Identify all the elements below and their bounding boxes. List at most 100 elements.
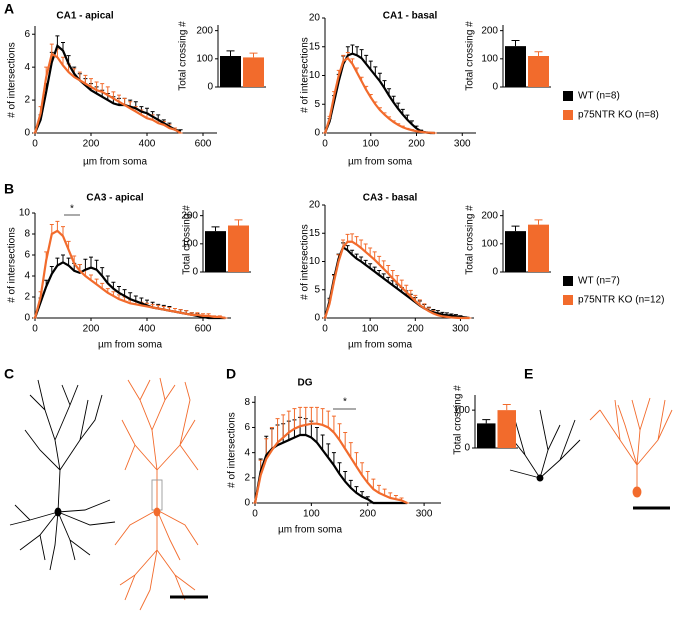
error-bar — [359, 49, 364, 59]
y-tick-label: 0 — [314, 313, 320, 324]
y-tick-label: 0 — [244, 498, 250, 509]
error-bar — [355, 46, 360, 56]
y-axis-label: Total crossing # — [465, 205, 476, 275]
legend-label: p75NTR KO (n=12) — [578, 295, 664, 306]
chart-title: CA3 - apical — [86, 193, 143, 204]
error-bar — [303, 406, 308, 425]
error-bar — [105, 86, 110, 96]
y-tick-label: 8 — [24, 229, 30, 240]
error-bar — [49, 224, 54, 234]
chart-title: CA3 - basal — [363, 193, 418, 204]
y-axis-label: # of intersections — [7, 42, 18, 118]
legend-label: p75NTR KO (n=8) — [578, 110, 659, 121]
y-axis-label: Total crossing # — [453, 385, 464, 455]
bar — [528, 56, 549, 87]
error-bar — [89, 256, 93, 268]
error-bar — [226, 50, 235, 56]
error-bar — [320, 434, 325, 451]
legend-label: WT (n=7) — [578, 276, 620, 287]
error-bar — [365, 471, 370, 483]
bar — [505, 46, 526, 87]
bar — [497, 410, 516, 448]
error-bar — [331, 415, 336, 433]
error-bar — [55, 220, 60, 231]
bar — [477, 423, 496, 448]
y-tick-label: 2 — [24, 292, 30, 303]
error-bar — [83, 74, 88, 84]
y-axis-label: # of intersections — [7, 227, 18, 303]
y-axis-label: Total crossing # — [465, 21, 476, 91]
series-line — [33, 52, 182, 134]
x-axis-label: µm from soma — [98, 340, 163, 351]
error-bar — [234, 219, 243, 226]
error-bar — [275, 418, 280, 443]
error-bar — [482, 419, 491, 424]
error-bar — [354, 452, 359, 467]
x-tick-label: 0 — [322, 139, 328, 150]
x-tick-label: 300 — [452, 324, 469, 335]
y-axis-label: # of intersections — [300, 37, 311, 113]
error-bar — [326, 410, 331, 428]
x-axis-label: µm from soma — [83, 157, 148, 168]
x-tick-label: 0 — [322, 324, 328, 335]
y-tick-label: 10 — [19, 208, 31, 219]
error-bar — [281, 414, 286, 438]
x-tick-label: 0 — [32, 139, 38, 150]
neuron-ko — [114, 377, 199, 611]
x-tick-label: 400 — [139, 324, 156, 335]
legend-swatch — [563, 276, 573, 286]
error-bar — [534, 51, 543, 56]
series-line — [253, 422, 408, 505]
series-line — [323, 56, 435, 135]
error-bar — [286, 410, 291, 433]
y-tick-label: 5 — [314, 284, 320, 295]
y-axis-label: Total crossing # — [178, 21, 189, 91]
y-axis-label: # of intersections — [300, 224, 311, 300]
error-bar — [331, 452, 336, 466]
error-bar — [89, 78, 93, 87]
error-bar — [309, 406, 314, 424]
error-bar — [348, 442, 353, 458]
x-tick-label: 200 — [407, 324, 424, 335]
error-bar — [94, 81, 99, 91]
x-tick-label: 300 — [416, 509, 433, 520]
x-axis-label: µm from soma — [278, 525, 343, 536]
y-tick-label: 4 — [244, 447, 250, 458]
error-bar — [337, 423, 342, 441]
y-tick-label: 200 — [481, 210, 498, 221]
bar — [505, 231, 526, 272]
error-bar — [343, 432, 348, 449]
error-bar — [83, 258, 88, 270]
series-line — [323, 240, 470, 320]
error-bar — [100, 83, 105, 92]
x-axis-label: µm from soma — [348, 340, 413, 351]
error-bar — [360, 462, 365, 476]
panel-label: D — [226, 366, 236, 382]
y-tick-label: 100 — [481, 53, 498, 64]
y-tick-label: 10 — [309, 70, 321, 81]
x-tick-label: 100 — [362, 324, 379, 335]
x-tick-label: 200 — [408, 139, 425, 150]
series-line — [33, 229, 226, 320]
panel-label: B — [4, 181, 14, 197]
y-tick-label: 0 — [464, 443, 470, 454]
error-bar — [320, 408, 325, 425]
error-bar — [94, 259, 99, 270]
y-tick-label: 200 — [196, 25, 213, 36]
y-tick-label: 200 — [181, 210, 198, 221]
legend-label: WT (n=8) — [578, 91, 620, 102]
series-line — [323, 245, 470, 320]
x-tick-label: 200 — [83, 324, 100, 335]
y-tick-label: 6 — [24, 250, 30, 261]
y-tick-label: 100 — [481, 238, 498, 249]
error-bar — [61, 226, 65, 237]
y-tick-label: 6 — [24, 29, 30, 40]
y-tick-label: 5 — [314, 99, 320, 110]
error-bar — [55, 35, 60, 46]
series-line — [33, 43, 181, 134]
error-bar — [49, 43, 54, 54]
error-bar — [350, 233, 355, 242]
error-bar — [315, 426, 319, 443]
